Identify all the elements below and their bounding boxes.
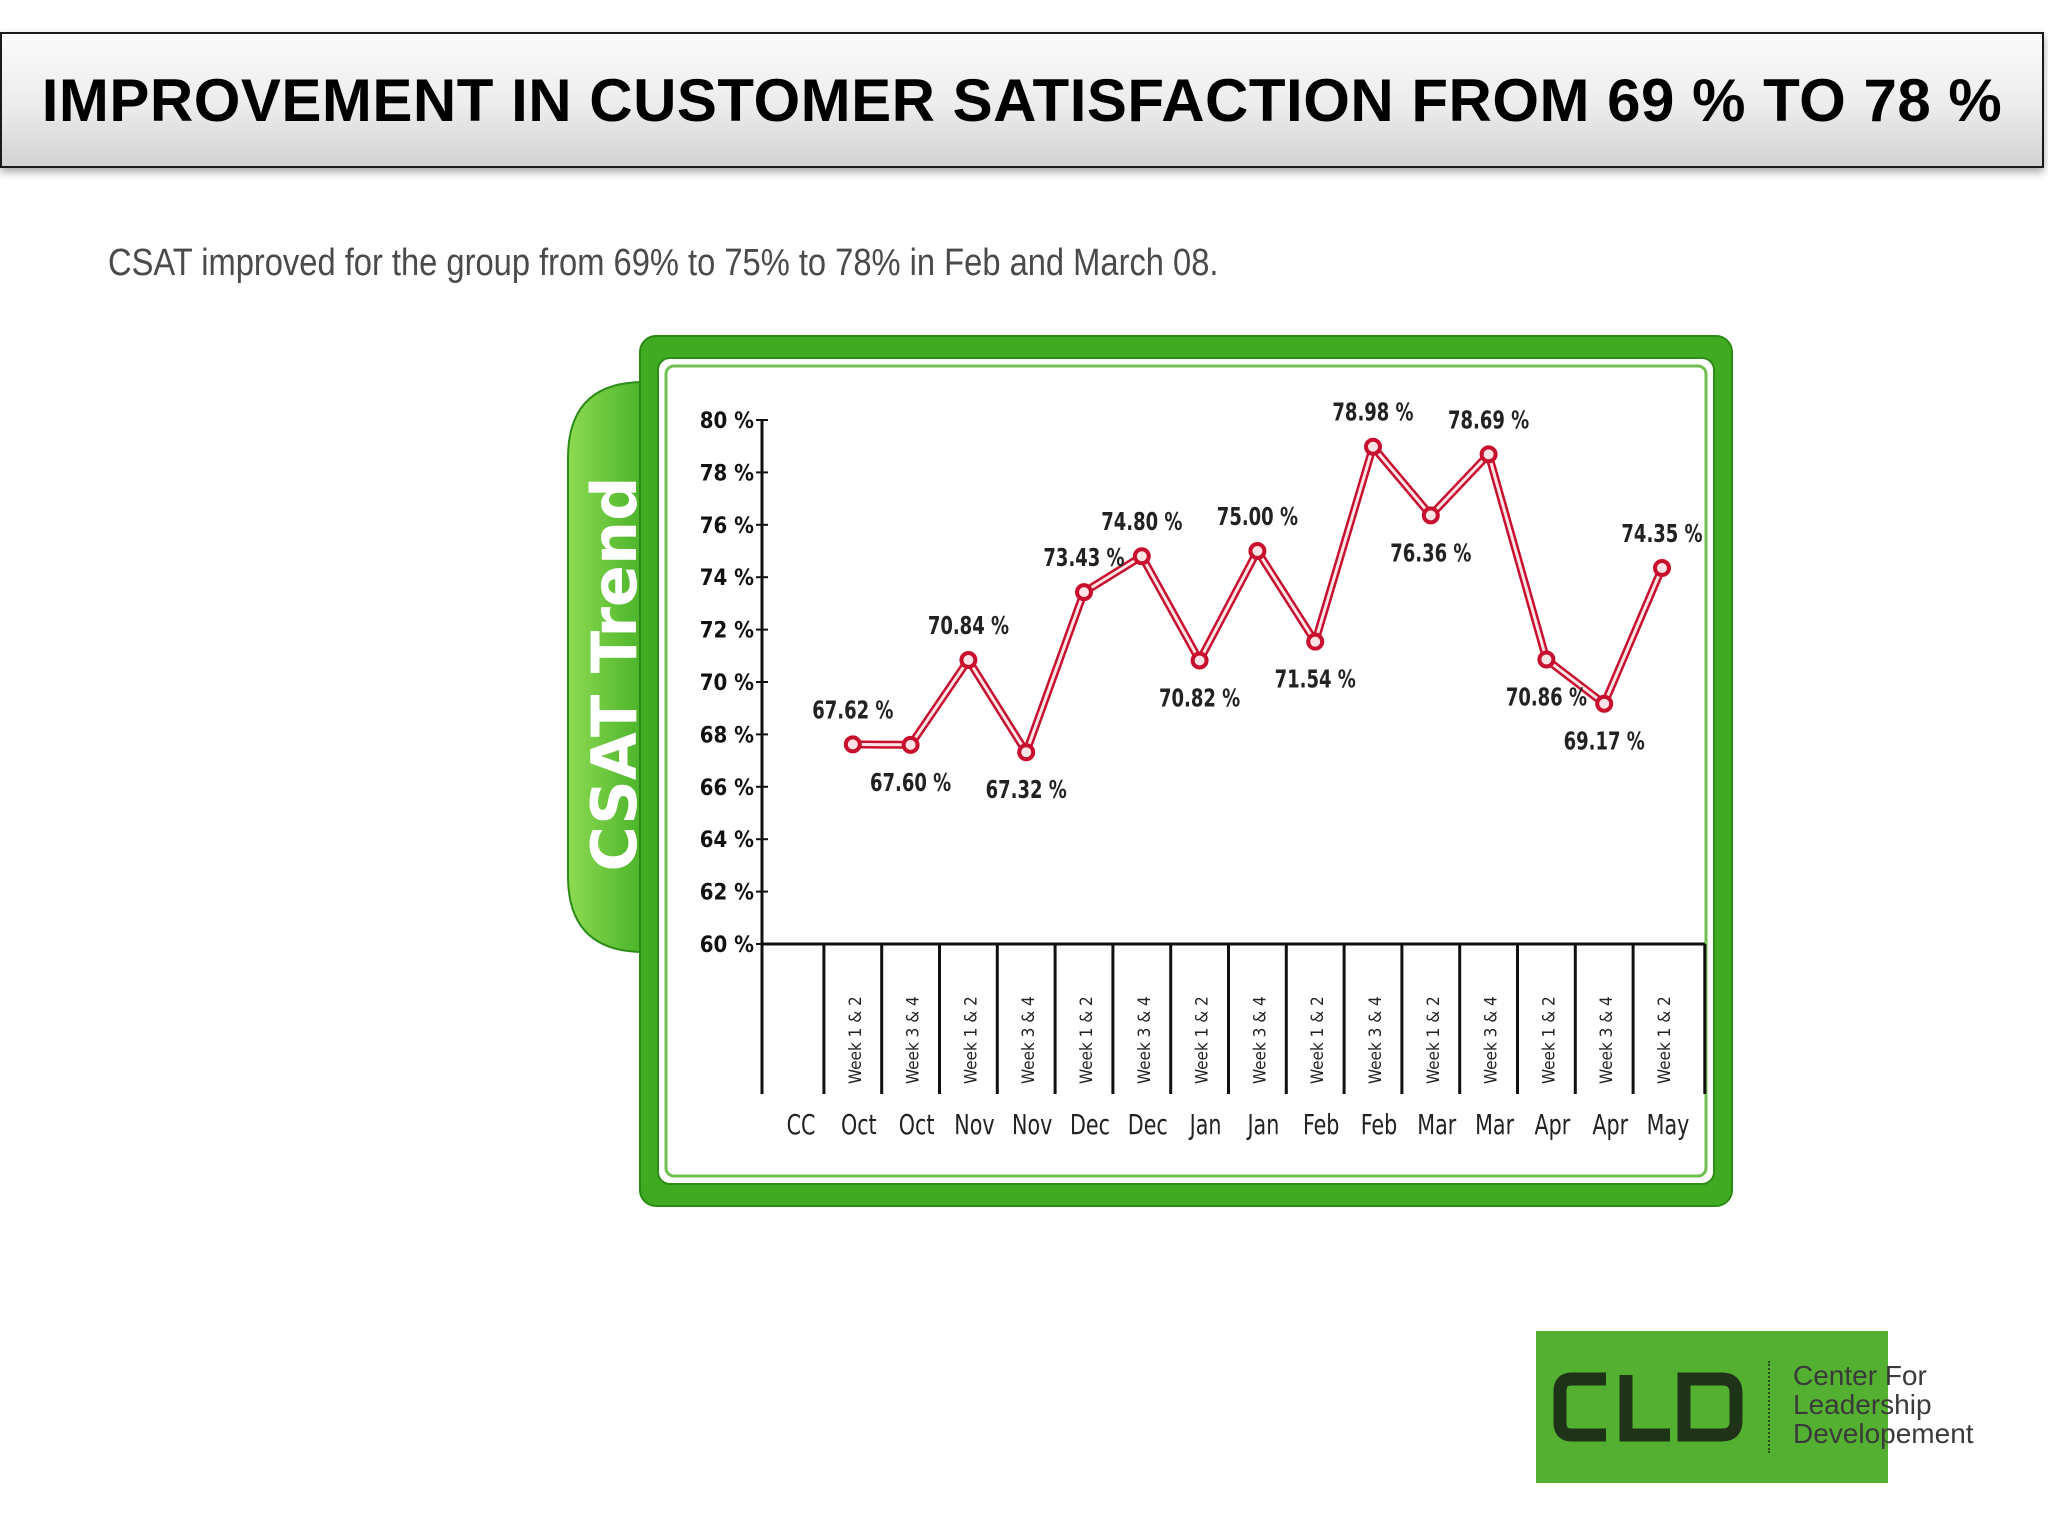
x-week-label: Week 3 & 4 [1019,996,1039,1084]
y-tick-label: 64 % [700,828,754,853]
data-point [1364,437,1382,456]
x-month-label: Mar [1417,1109,1456,1142]
data-label: 78.98 % [1332,399,1413,428]
data-point [1248,542,1267,560]
data-label: 70.82 % [1159,684,1240,713]
data-label: 67.32 % [986,776,1067,805]
x-week-label: Week 3 & 4 [1366,996,1386,1084]
x-month-label: May [1647,1109,1690,1142]
data-point [1190,651,1209,670]
x-month-label: Apr [1592,1109,1628,1142]
y-tick-label: 78 % [700,461,754,486]
page-subtitle: CSAT improved for the group from 69% to … [108,242,1219,284]
y-tick-label: 76 % [700,514,754,539]
data-label: 78.69 % [1448,406,1529,435]
data-point [1421,506,1440,525]
data-label: 74.80 % [1101,508,1182,537]
x-month-label: Dec [1128,1109,1168,1142]
data-point [1479,445,1498,464]
x-week-label: Week 1 & 2 [1308,996,1328,1084]
page-title: IMPROVEMENT IN CUSTOMER SATISFACTION FRO… [41,66,2003,134]
x-week-label: Week 1 & 2 [961,996,981,1084]
y-tick-label: 70 % [700,671,754,696]
y-tick-label: 68 % [700,723,754,748]
cld-logo-text: Center For Leadership Developement [1793,1361,1974,1448]
x-week-label: Week 1 & 2 [1539,996,1559,1084]
data-label: 73.43 % [1043,544,1124,573]
data-point [901,735,920,754]
data-label: 75.00 % [1217,503,1298,532]
x-week-label: Week 1 & 2 [1077,996,1097,1084]
data-label: 69.17 % [1564,728,1645,757]
x-week-label: Week 3 & 4 [1597,996,1617,1084]
x-month-label: Oct [899,1109,935,1142]
x-week-label: Week 1 & 2 [1424,996,1444,1084]
cld-logo-line-3: Developement [1793,1418,1974,1449]
data-label: 70.84 % [928,612,1009,641]
data-point [1132,547,1151,566]
x-month-label: Oct [841,1109,877,1142]
chart-plot-bg [664,364,1708,1178]
y-tick-label: 72 % [700,619,754,644]
x-week-label: Week 3 & 4 [1135,996,1155,1084]
data-label: 71.54 % [1275,666,1356,695]
x-week-label: Week 3 & 4 [904,996,924,1084]
x-week-label: Week 1 & 2 [1655,996,1675,1084]
x-week-label: Week 3 & 4 [1250,996,1270,1084]
csat-trend-chart: CSAT Trend 60 % 62 % 64 % 66 % 68 % 70 % 72 % 7… [560,330,1740,1210]
data-point [1537,650,1556,669]
x-month-label: Jan [1246,1109,1280,1142]
cld-logo-line-1: Center For [1793,1360,1927,1391]
x-month-label: Mar [1475,1109,1514,1142]
data-label: 76.36 % [1390,539,1471,568]
data-point [1075,583,1093,602]
data-point [1017,743,1036,762]
chart-svg: CSAT Trend 60 % 62 % 64 % 66 % 68 % 70 % 72 % 7… [567,335,1733,1207]
y-tick-label: 60 % [700,933,754,958]
x-month-label: Apr [1535,1109,1571,1142]
data-label: 67.62 % [812,696,893,725]
x-month-label: Nov [1012,1109,1052,1142]
data-label: 74.35 % [1621,520,1702,549]
x-week-label: Week 3 & 4 [1482,996,1502,1084]
x-month-label: Nov [954,1109,994,1142]
x-month-label: Dec [1070,1109,1110,1142]
x-week-label: Week 1 & 2 [1193,996,1213,1084]
x-month-label: Jan [1188,1109,1222,1142]
x-month-label: CC [787,1109,816,1142]
title-bar: IMPROVEMENT IN CUSTOMER SATISFACTION FRO… [0,32,2044,168]
data-point [1306,632,1325,651]
cld-logo: Center For Leadership Developement [1536,1331,1974,1483]
chart-title: CSAT Trend [578,477,651,872]
x-month-label: Feb [1361,1109,1397,1142]
y-tick-label: 62 % [700,881,754,906]
y-tick-label: 66 % [700,776,754,801]
y-tick-label: 80 % [700,409,754,434]
data-label: 70.86 % [1506,683,1587,712]
data-point [1595,694,1614,713]
data-point [959,650,978,669]
data-point [843,735,862,754]
x-week-label: Week 1 & 2 [846,996,866,1084]
cld-logo-mark [1553,1372,1743,1442]
x-month-label: Feb [1303,1109,1339,1142]
cld-logo-divider [1768,1361,1770,1453]
data-point [1653,559,1671,578]
y-tick-label: 74 % [700,566,754,591]
cld-logo-line-2: Leadership [1793,1389,1932,1420]
data-label: 67.60 % [870,769,951,798]
